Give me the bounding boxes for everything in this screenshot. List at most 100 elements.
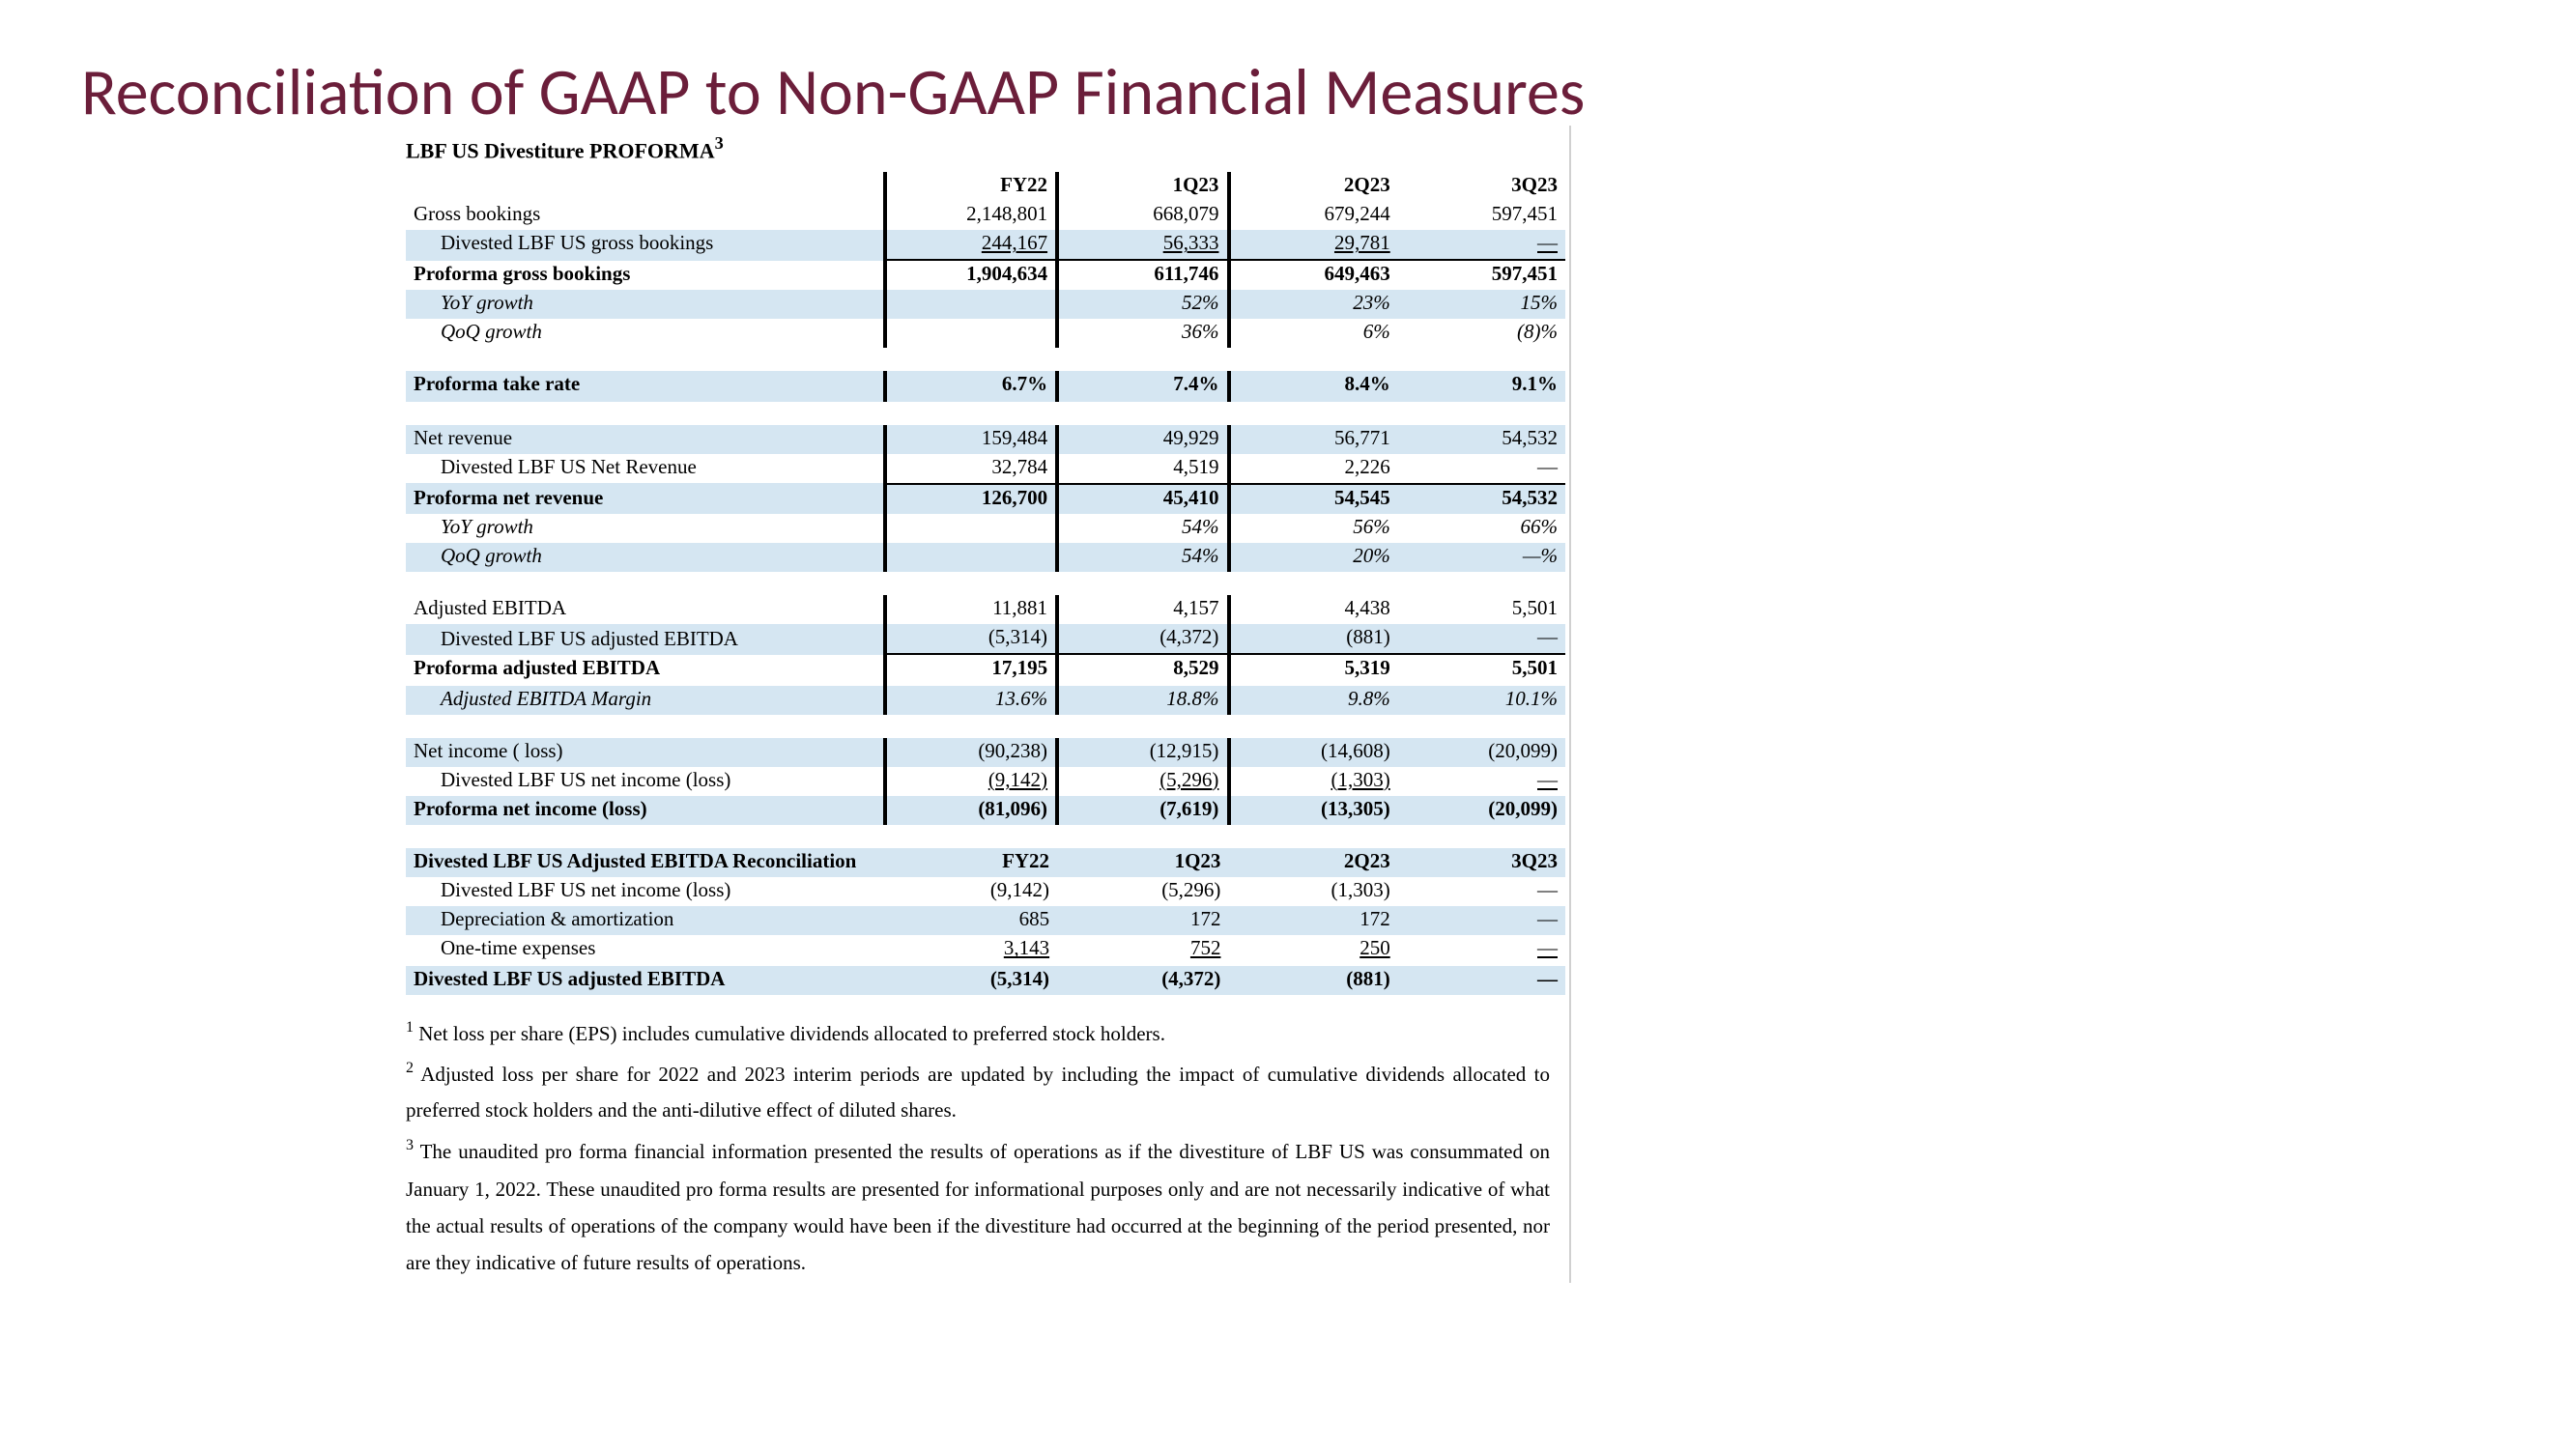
cell: 11,881	[886, 595, 1057, 624]
cell: 752	[1057, 936, 1228, 965]
table-row: YoY growth52%23%15%	[406, 290, 1565, 319]
table-row: Net income ( loss)(90,238)(12,915)(14,60…	[406, 737, 1565, 766]
cell: 5,319	[1228, 655, 1397, 685]
cell	[886, 290, 1057, 319]
cell: (7,619)	[1057, 796, 1228, 825]
cell: 3,143	[886, 936, 1057, 965]
cell: 45,410	[1057, 484, 1228, 514]
cell: (20,099)	[1398, 737, 1565, 766]
cell: —	[1398, 230, 1565, 260]
cell: 36%	[1057, 320, 1228, 349]
cell: 4,519	[1057, 453, 1228, 483]
cell: (881)	[1228, 625, 1397, 655]
cell: 8,529	[1057, 655, 1228, 685]
row-label: Divested LBF US gross bookings	[406, 230, 886, 260]
row-label: YoY growth	[406, 514, 886, 543]
page-title: Reconciliation of GAAP to Non-GAAP Finan…	[81, 54, 1585, 133]
cell: 5,501	[1398, 595, 1565, 624]
cell: 7.4%	[1057, 372, 1228, 401]
cell: (14,608)	[1228, 737, 1397, 766]
financial-table: FY22 1Q23 2Q23 3Q23 Gross bookings2,148,…	[406, 171, 1565, 994]
row-label: Adjusted EBITDA	[406, 595, 886, 624]
table-row: Divested LBF US adjusted EBITDA(5,314)(4…	[406, 965, 1565, 994]
footnotes: 1 Net loss per share (EPS) includes cumu…	[406, 1013, 1550, 1283]
table-row: Divested LBF US gross bookings244,16756,…	[406, 230, 1565, 260]
cell: 17,195	[886, 655, 1057, 685]
col2-fy22: FY22	[886, 848, 1057, 877]
row-label: Net income ( loss)	[406, 737, 886, 766]
cell: 159,484	[886, 424, 1057, 453]
col-3q23: 3Q23	[1398, 171, 1565, 200]
cell: 29,781	[1228, 230, 1397, 260]
cell: (20,099)	[1398, 796, 1565, 825]
cell: (81,096)	[886, 796, 1057, 825]
row-label: Depreciation & amortization	[406, 907, 886, 936]
subtitle-text: LBF US Divestiture PROFORMA	[406, 140, 715, 163]
cell	[886, 320, 1057, 349]
row-label: QoQ growth	[406, 543, 886, 572]
table-row: QoQ growth36%6%(8)%	[406, 320, 1565, 349]
table-row: Divested LBF US net income (loss)(9,142)…	[406, 877, 1565, 906]
cell: 6%	[1228, 320, 1397, 349]
cell: 54,532	[1398, 484, 1565, 514]
cell: 66%	[1398, 514, 1565, 543]
cell: 2,148,801	[886, 201, 1057, 230]
col-2q23: 2Q23	[1228, 171, 1397, 200]
cell: 56%	[1228, 514, 1397, 543]
cell: —	[1398, 965, 1565, 994]
row-label: Proforma gross bookings	[406, 260, 886, 290]
row-label: Proforma take rate	[406, 372, 886, 401]
cell: 611,746	[1057, 260, 1228, 290]
table-row: Proforma net revenue126,70045,41054,5455…	[406, 484, 1565, 514]
col2-2q23: 2Q23	[1228, 848, 1397, 877]
cell: 13.6%	[886, 685, 1057, 714]
cell: (1,303)	[1228, 767, 1397, 796]
cell: 649,463	[1228, 260, 1397, 290]
row-label: YoY growth	[406, 290, 886, 319]
cell: 172	[1228, 907, 1397, 936]
row-label: One-time expenses	[406, 936, 886, 965]
cell: 54,532	[1398, 424, 1565, 453]
row-label: Divested LBF US Net Revenue	[406, 453, 886, 483]
table-row: Proforma adjusted EBITDA17,1958,5295,319…	[406, 655, 1565, 685]
cell	[886, 514, 1057, 543]
table-row: Divested LBF US adjusted EBITDA(5,314)(4…	[406, 625, 1565, 655]
cell: 2,226	[1228, 453, 1397, 483]
row-label: Divested LBF US adjusted EBITDA	[406, 965, 886, 994]
cell: 10.1%	[1398, 685, 1565, 714]
table-row: Divested LBF US Net Revenue32,7844,5192,…	[406, 453, 1565, 483]
row-label: Proforma net income (loss)	[406, 796, 886, 825]
row-label: QoQ growth	[406, 320, 886, 349]
col-1q23: 1Q23	[1057, 171, 1228, 200]
cell: —	[1398, 767, 1565, 796]
table-row: Adjusted EBITDA11,8814,1574,4385,501	[406, 595, 1565, 624]
row-label: Proforma net revenue	[406, 484, 886, 514]
table-row: Divested LBF US net income (loss)(9,142)…	[406, 767, 1565, 796]
cell: 54,545	[1228, 484, 1397, 514]
table-row: Proforma net income (loss)(81,096)(7,619…	[406, 796, 1565, 825]
cell: (5,296)	[1057, 767, 1228, 796]
cell: 49,929	[1057, 424, 1228, 453]
cell	[886, 543, 1057, 572]
cell: 23%	[1228, 290, 1397, 319]
table-row: Adjusted EBITDA Margin13.6%18.8%9.8%10.1…	[406, 685, 1565, 714]
col2-1q23: 1Q23	[1057, 848, 1228, 877]
cell: 244,167	[886, 230, 1057, 260]
cell: —	[1398, 907, 1565, 936]
row-label: Divested LBF US net income (loss)	[406, 877, 886, 906]
cell: 8.4%	[1228, 372, 1397, 401]
cell: 126,700	[886, 484, 1057, 514]
section-header-row: Divested LBF US Adjusted EBITDA Reconcil…	[406, 848, 1565, 877]
table-row: Proforma take rate6.7%7.4%8.4%9.1%	[406, 372, 1565, 401]
cell: 668,079	[1057, 201, 1228, 230]
cell: (5,314)	[886, 965, 1057, 994]
cell: 56,771	[1228, 424, 1397, 453]
header-row: FY22 1Q23 2Q23 3Q23	[406, 171, 1565, 200]
cell: 6.7%	[886, 372, 1057, 401]
row-label: Divested LBF US net income (loss)	[406, 767, 886, 796]
cell: 20%	[1228, 543, 1397, 572]
cell: —%	[1398, 543, 1565, 572]
cell: 9.8%	[1228, 685, 1397, 714]
col2-3q23: 3Q23	[1398, 848, 1565, 877]
cell: (4,372)	[1057, 965, 1228, 994]
